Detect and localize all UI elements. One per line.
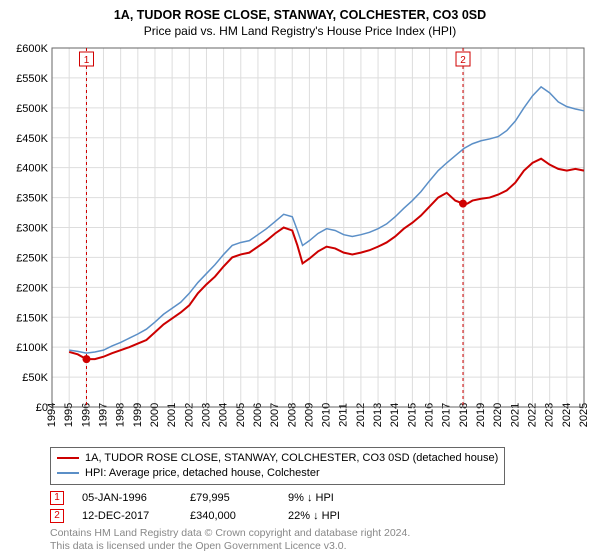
svg-text:£250K: £250K [16,252,48,264]
svg-text:£150K: £150K [16,312,48,324]
svg-text:£500K: £500K [16,103,48,115]
svg-text:2016: 2016 [424,403,436,427]
svg-text:2007: 2007 [269,403,281,427]
svg-text:£50K: £50K [22,372,48,384]
marker-row: 1 05-JAN-1996 £79,995 9% ↓ HPI [50,489,590,507]
svg-text:1995: 1995 [63,403,75,427]
marker-row: 2 12-DEC-2017 £340,000 22% ↓ HPI [50,507,590,525]
marker-price: £79,995 [190,492,270,504]
legend-label: HPI: Average price, detached house, Colc… [85,467,320,479]
svg-text:1998: 1998 [115,403,127,427]
marker-price: £340,000 [190,510,270,522]
svg-text:2023: 2023 [544,403,556,427]
svg-text:2012: 2012 [355,403,367,427]
legend-swatch [57,472,79,474]
svg-text:2019: 2019 [475,403,487,427]
svg-text:2001: 2001 [166,403,178,427]
legend-swatch [57,457,79,459]
marker-badge: 2 [50,509,64,523]
footer-line: Contains HM Land Registry data © Crown c… [50,527,590,541]
svg-text:2008: 2008 [286,403,298,427]
svg-text:2017: 2017 [441,403,453,427]
svg-text:£300K: £300K [16,223,48,235]
svg-text:2003: 2003 [200,403,212,427]
legend-item: HPI: Average price, detached house, Colc… [57,466,498,481]
svg-text:£600K: £600K [16,44,48,55]
svg-text:2013: 2013 [372,403,384,427]
svg-text:£550K: £550K [16,73,48,85]
chart-subtitle: Price paid vs. HM Land Registry's House … [10,24,590,38]
svg-text:£100K: £100K [16,342,48,354]
svg-text:2024: 2024 [561,403,573,427]
svg-text:1999: 1999 [132,403,144,427]
marker-diff: 22% ↓ HPI [288,510,378,522]
footer-line: This data is licensed under the Open Gov… [50,540,590,554]
svg-text:2009: 2009 [303,403,315,427]
svg-text:2000: 2000 [149,403,161,427]
footer: Contains HM Land Registry data © Crown c… [50,527,590,554]
chart-title: 1A, TUDOR ROSE CLOSE, STANWAY, COLCHESTE… [10,8,590,22]
svg-text:2005: 2005 [235,403,247,427]
svg-text:1996: 1996 [80,403,92,427]
chart-area: £0£50K£100K£150K£200K£250K£300K£350K£400… [10,44,590,441]
marker-date: 05-JAN-1996 [82,492,172,504]
svg-text:£200K: £200K [16,282,48,294]
chart-svg: £0£50K£100K£150K£200K£250K£300K£350K£400… [10,44,590,441]
svg-text:2021: 2021 [509,403,521,427]
svg-text:2010: 2010 [321,403,333,427]
svg-text:2014: 2014 [389,403,401,427]
legend-item: 1A, TUDOR ROSE CLOSE, STANWAY, COLCHESTE… [57,451,498,466]
svg-text:2020: 2020 [492,403,504,427]
legend: 1A, TUDOR ROSE CLOSE, STANWAY, COLCHESTE… [50,447,505,485]
svg-text:£450K: £450K [16,133,48,145]
markers-table: 1 05-JAN-1996 £79,995 9% ↓ HPI 2 12-DEC-… [50,489,590,525]
marker-date: 12-DEC-2017 [82,510,172,522]
legend-label: 1A, TUDOR ROSE CLOSE, STANWAY, COLCHESTE… [85,452,498,464]
svg-text:2022: 2022 [527,403,539,427]
svg-text:2006: 2006 [252,403,264,427]
marker-diff: 9% ↓ HPI [288,492,378,504]
svg-text:£350K: £350K [16,193,48,205]
svg-text:2018: 2018 [458,403,470,427]
svg-text:1997: 1997 [97,403,109,427]
svg-text:1: 1 [84,55,90,66]
svg-text:2015: 2015 [406,403,418,427]
svg-text:2: 2 [460,55,466,66]
svg-text:2004: 2004 [218,403,230,427]
svg-text:2002: 2002 [183,403,195,427]
marker-badge: 1 [50,491,64,505]
svg-text:£400K: £400K [16,163,48,175]
